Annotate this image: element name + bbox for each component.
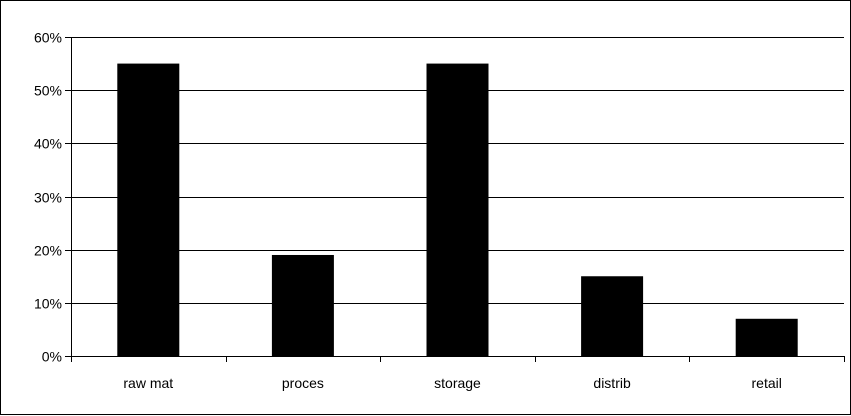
x-tick-label: distrib	[593, 375, 631, 391]
bar-distrib	[581, 276, 644, 356]
tick-labels: 0% 10% 20% 30% 40% 50% 60% raw mat proces storage…	[34, 30, 782, 392]
x-tick-label: raw mat	[123, 375, 173, 391]
bars	[117, 63, 798, 356]
bar-proces	[271, 254, 334, 356]
x-tick-label: retail	[752, 375, 782, 391]
y-tick-label: 50%	[34, 83, 62, 99]
x-tick-label: storage	[434, 375, 481, 391]
y-tick-label: 40%	[34, 136, 62, 152]
bar-retail	[735, 318, 798, 356]
x-tick-label: proces	[282, 375, 324, 391]
bar-raw-mat	[117, 63, 180, 356]
y-tick-label: 0%	[42, 349, 62, 365]
y-tick-label: 20%	[34, 243, 62, 259]
y-tick-label: 30%	[34, 190, 62, 206]
axes	[65, 37, 845, 362]
y-tick-label: 60%	[34, 30, 62, 46]
y-tick-label: 10%	[34, 296, 62, 312]
bar-storage	[426, 63, 489, 356]
